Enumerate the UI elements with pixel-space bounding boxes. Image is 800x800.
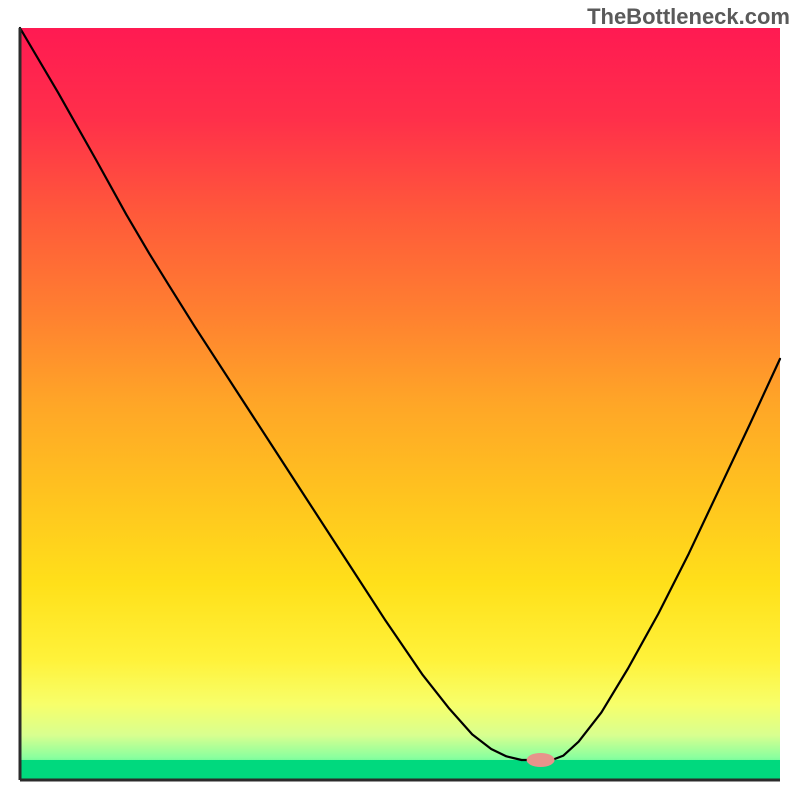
bottom-band (20, 760, 780, 780)
gradient-background (20, 28, 780, 780)
chart-container: TheBottleneck.com (0, 0, 800, 800)
optimal-marker (527, 753, 555, 767)
bottleneck-chart (0, 0, 800, 800)
watermark-text: TheBottleneck.com (587, 4, 790, 30)
